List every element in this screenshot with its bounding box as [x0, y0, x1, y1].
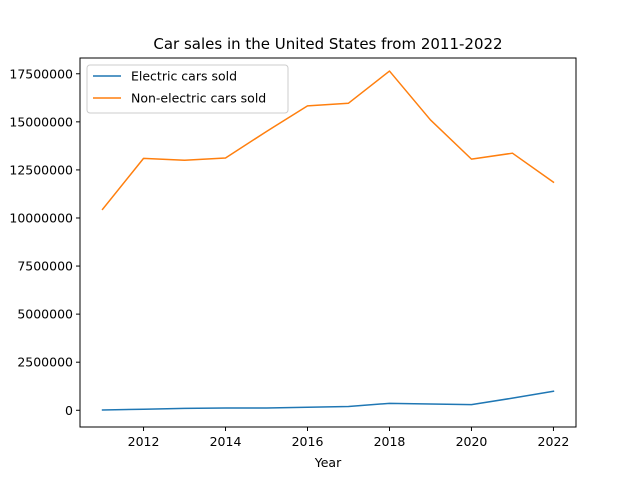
- x-tick-label: 2018: [374, 434, 406, 449]
- y-tick-label: 12500000: [9, 162, 73, 177]
- series-line-non-electric: [101, 70, 555, 211]
- x-axis-label: Year: [314, 455, 342, 470]
- y-tick-label: 0: [65, 403, 73, 418]
- x-tick-label: 2014: [210, 434, 242, 449]
- y-tick-label: 7500000: [17, 259, 73, 274]
- legend-entry: Non-electric cars sold: [131, 91, 266, 106]
- x-tick-label: 2012: [128, 434, 160, 449]
- legend: Electric cars sold Non-electric cars sold: [86, 64, 289, 114]
- series-line-electric: [101, 390, 555, 411]
- y-tick-label: 10000000: [9, 210, 73, 225]
- axes-frame: [79, 57, 577, 428]
- chart-title: Car sales in the United States from 2011…: [153, 35, 502, 53]
- y-tick-label: 2500000: [17, 355, 73, 370]
- x-tick-label: 2016: [292, 434, 324, 449]
- y-axis: 0 2500000 5000000 7500000 10000000 12500000 15…: [9, 66, 80, 418]
- legend-box: [86, 64, 289, 114]
- y-tick-label: 17500000: [9, 66, 73, 81]
- legend-entry: Electric cars sold: [131, 69, 237, 84]
- x-tick-label: 2020: [456, 434, 488, 449]
- y-tick-label: 5000000: [17, 307, 73, 322]
- series-lines: [101, 70, 555, 411]
- x-tick-label: 2022: [538, 434, 570, 449]
- y-tick-label: 15000000: [9, 114, 73, 129]
- x-axis: 2012 2014 2016 2018 2020 2022: [128, 427, 570, 449]
